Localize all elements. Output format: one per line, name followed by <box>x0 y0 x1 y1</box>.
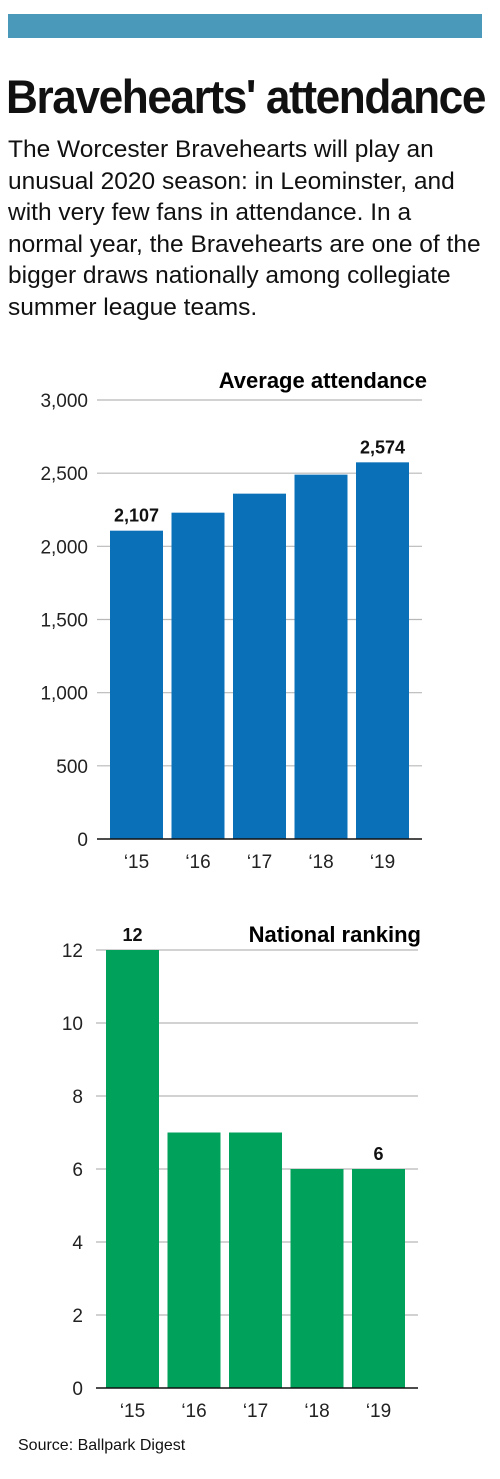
x-tick-label: ‘15 <box>124 852 149 873</box>
y-tick-label: 1,000 <box>40 684 88 705</box>
data-label: 2,574 <box>360 437 405 457</box>
y-tick-label: 2,000 <box>40 537 88 558</box>
bar <box>106 950 159 1388</box>
source-note: Source: Ballpark Digest <box>18 1437 186 1454</box>
y-tick-label: 1,500 <box>40 611 88 632</box>
data-label: 2,107 <box>114 506 159 526</box>
bar <box>356 462 409 839</box>
bar <box>171 512 225 839</box>
x-tick-label: ‘16 <box>181 1401 206 1422</box>
x-tick-label: ‘18 <box>308 852 333 873</box>
x-tick-label: ‘18 <box>304 1401 329 1422</box>
bar <box>290 1169 344 1388</box>
y-tick-label: 4 <box>72 1233 83 1254</box>
data-label: 12 <box>122 925 142 945</box>
bar <box>352 1169 405 1388</box>
chart-title: Average attendance <box>219 368 427 393</box>
attendance-chart: 0 500 1,000 1,500 2,000 2,500 3,000 Average att… <box>40 368 427 873</box>
x-tick-label: ‘19 <box>370 852 395 873</box>
y-tick-label: 0 <box>77 830 88 851</box>
bar <box>233 493 286 839</box>
bar <box>294 474 348 839</box>
bar <box>110 530 163 839</box>
x-tick-label: ‘17 <box>247 852 272 873</box>
y-tick-label: 2,500 <box>40 464 88 485</box>
ranking-chart: 0 2 4 6 8 10 12 National ranking 12 ‘15 ‘16 ‘17 ‘18 6… <box>62 922 421 1422</box>
x-tick-label: ‘17 <box>243 1401 268 1422</box>
headline: Bravehearts' attendance <box>6 70 486 123</box>
x-tick-label: ‘19 <box>366 1401 391 1422</box>
y-tick-label: 3,000 <box>40 391 88 412</box>
y-tick-label: 0 <box>72 1379 83 1400</box>
y-tick-label: 500 <box>56 757 88 778</box>
header-accent-bar <box>8 14 482 38</box>
chart-title: National ranking <box>249 922 421 947</box>
y-tick-label: 6 <box>72 1160 83 1181</box>
bar <box>229 1132 282 1388</box>
x-tick-label: ‘16 <box>185 852 210 873</box>
y-tick-label: 8 <box>72 1087 83 1108</box>
intro-text: The Worcester Bravehearts will play an u… <box>8 136 481 321</box>
y-tick-label: 10 <box>62 1014 83 1035</box>
data-label: 6 <box>373 1144 383 1164</box>
y-tick-label: 12 <box>62 941 83 962</box>
x-tick-label: ‘15 <box>120 1401 145 1422</box>
bar <box>167 1132 221 1388</box>
y-tick-label: 2 <box>72 1306 83 1327</box>
